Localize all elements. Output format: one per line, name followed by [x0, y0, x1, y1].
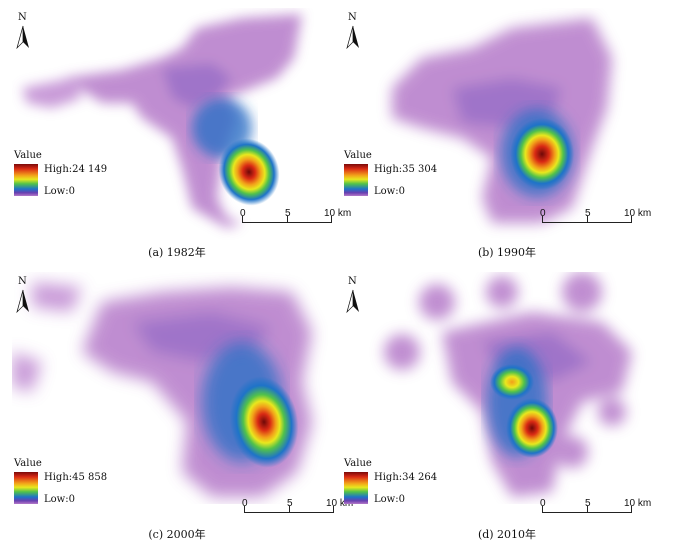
- density-map-1982: [22, 14, 302, 228]
- legend: Value High:35 304 Low:0: [344, 150, 454, 220]
- north-arrow-icon: N: [346, 276, 360, 316]
- legend-title: Value: [344, 458, 372, 469]
- map-panel-2010: N Value High:34 264 Low:0 0 5 10 km (d) …: [342, 272, 672, 541]
- density-map-1990: [392, 18, 612, 223]
- legend-low: Low:0: [374, 186, 405, 197]
- legend-low: Low:0: [374, 494, 405, 505]
- caption: (b) 1990年: [477, 246, 537, 259]
- color-ramp: [14, 472, 38, 504]
- map-panel-1982: N Value High:24 149 Low:0 0 5 10 km (a) …: [12, 8, 351, 270]
- caption: (d) 2010年: [477, 528, 537, 541]
- color-ramp: [344, 472, 368, 504]
- caption: (c) 2000年: [148, 528, 206, 541]
- legend-high: High:24 149: [44, 164, 108, 175]
- legend-low: Low:0: [44, 186, 75, 197]
- north-arrow-icon: N: [16, 12, 30, 52]
- caption: (a) 1982年: [148, 246, 206, 259]
- legend-title: Value: [14, 150, 42, 161]
- legend-title: Value: [14, 458, 42, 469]
- color-ramp: [14, 164, 38, 196]
- density-map-2010: [384, 272, 632, 497]
- north-arrow-icon: N: [16, 276, 30, 316]
- legend-high: High:34 264: [374, 472, 438, 483]
- color-ramp: [344, 164, 368, 196]
- scale-bar: 0 5 10 km: [538, 208, 668, 238]
- legend: Value High:45 858 Low:0: [14, 458, 124, 528]
- legend-high: High:45 858: [44, 472, 108, 483]
- density-map-2000: [12, 282, 312, 497]
- legend-low: Low:0: [44, 494, 75, 505]
- legend-high: High:35 304: [374, 164, 438, 175]
- scale-bar: 0 5 10 km: [238, 208, 368, 238]
- north-arrow-icon: N: [346, 12, 360, 52]
- scale-bar: 0 5 10 km: [538, 498, 668, 528]
- map-panel-2000: N Value High:45 858 Low:0 0 5 10 km (c) …: [12, 272, 353, 541]
- scale-bar: 0 5 10 km: [240, 498, 370, 528]
- legend: Value High:34 264 Low:0: [344, 458, 454, 528]
- legend-title: Value: [344, 150, 372, 161]
- map-panel-1990: N Value High:35 304 Low:0 0 5 10 km (b) …: [342, 8, 672, 270]
- legend: Value High:24 149 Low:0: [14, 150, 124, 220]
